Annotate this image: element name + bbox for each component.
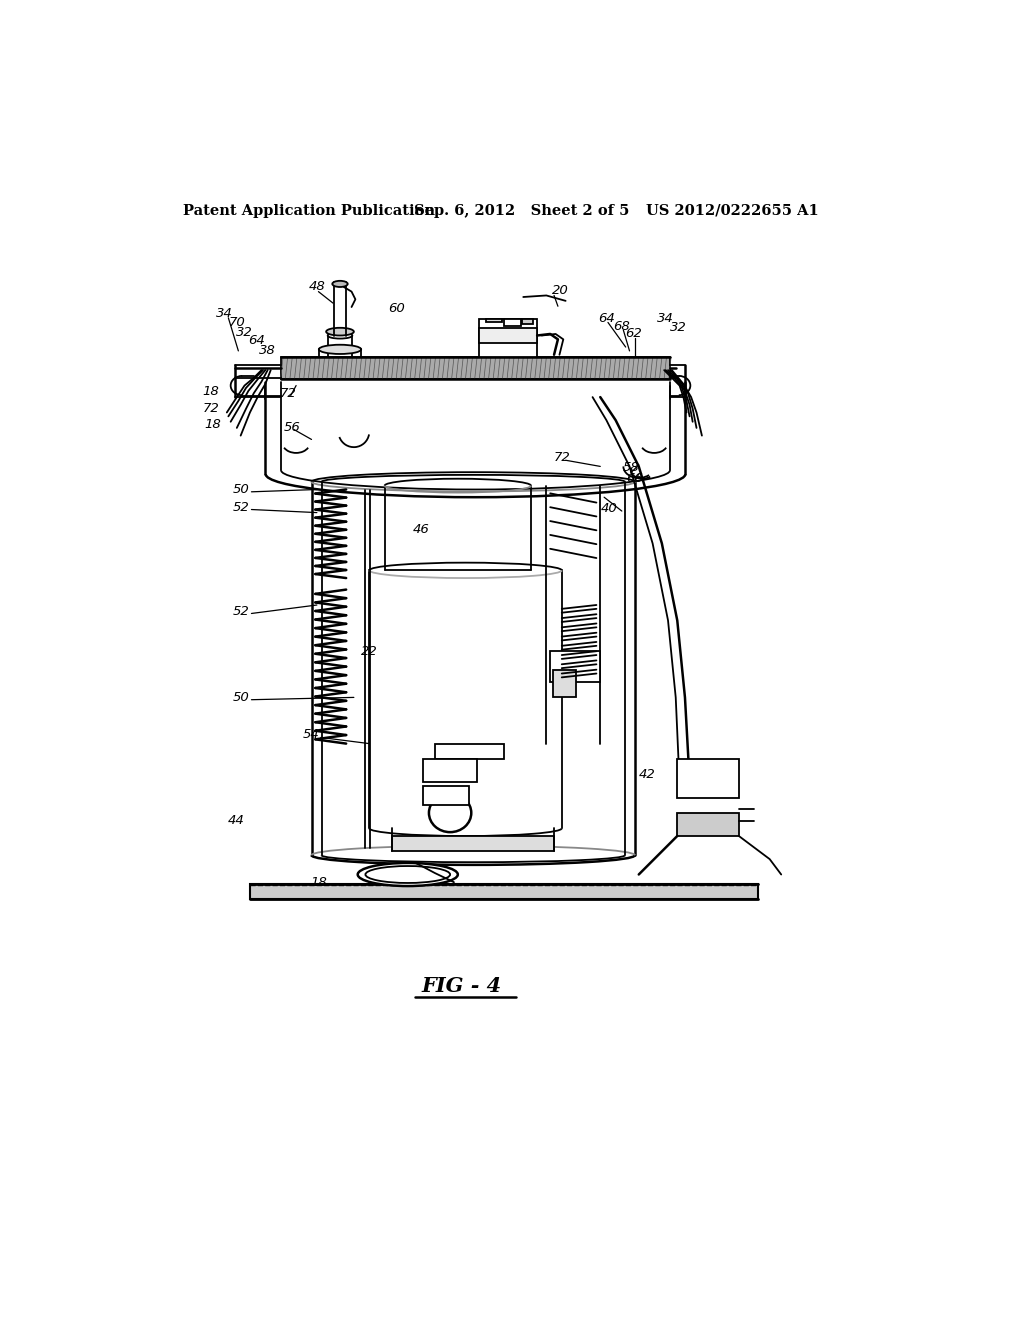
Bar xyxy=(553,671,575,697)
Text: 46: 46 xyxy=(414,523,430,536)
Bar xyxy=(486,318,502,322)
Text: 38: 38 xyxy=(259,345,276,358)
Ellipse shape xyxy=(366,866,451,883)
Bar xyxy=(423,785,469,805)
Bar xyxy=(435,743,504,759)
Text: 34: 34 xyxy=(657,312,674,325)
Text: 72: 72 xyxy=(203,403,219,416)
Text: 50: 50 xyxy=(233,483,250,496)
Text: 48: 48 xyxy=(308,280,326,293)
Bar xyxy=(521,318,534,323)
Bar xyxy=(423,759,477,781)
Bar xyxy=(677,813,739,836)
Text: 64: 64 xyxy=(248,334,264,347)
Bar xyxy=(504,318,521,326)
Text: 22: 22 xyxy=(360,644,378,657)
Text: 56: 56 xyxy=(284,421,301,434)
Bar xyxy=(478,318,538,358)
Text: 60: 60 xyxy=(388,302,404,315)
Text: US 2012/0222655 A1: US 2012/0222655 A1 xyxy=(646,203,819,218)
Text: 64: 64 xyxy=(598,312,614,325)
Text: 66: 66 xyxy=(627,473,643,486)
Text: 52: 52 xyxy=(233,605,250,618)
Ellipse shape xyxy=(333,281,348,286)
Text: 18: 18 xyxy=(311,875,328,888)
Text: 40: 40 xyxy=(601,502,617,515)
Bar xyxy=(677,759,739,797)
Ellipse shape xyxy=(328,333,352,339)
Text: 20: 20 xyxy=(552,284,568,297)
Text: 42: 42 xyxy=(639,768,655,781)
Text: 54: 54 xyxy=(302,727,319,741)
Bar xyxy=(250,884,758,899)
Bar xyxy=(478,327,538,343)
Text: 68: 68 xyxy=(613,319,630,333)
Text: 52: 52 xyxy=(233,500,250,513)
Text: 18: 18 xyxy=(205,417,221,430)
Bar xyxy=(392,836,554,851)
Text: Patent Application Publication: Patent Application Publication xyxy=(183,203,435,218)
Text: 72: 72 xyxy=(280,387,297,400)
Text: Sep. 6, 2012   Sheet 2 of 5: Sep. 6, 2012 Sheet 2 of 5 xyxy=(414,203,630,218)
Text: 44: 44 xyxy=(227,814,245,828)
Ellipse shape xyxy=(429,793,471,832)
Text: FIG - 4: FIG - 4 xyxy=(422,977,502,997)
Text: 72: 72 xyxy=(553,450,570,463)
Text: 32: 32 xyxy=(237,326,253,339)
Text: 50: 50 xyxy=(233,690,250,704)
Text: 70: 70 xyxy=(228,315,245,329)
Text: 58: 58 xyxy=(623,462,639,474)
Text: 18: 18 xyxy=(203,385,219,399)
Text: 62: 62 xyxy=(625,327,642,341)
Text: 32: 32 xyxy=(671,321,687,334)
Ellipse shape xyxy=(357,863,458,886)
Bar xyxy=(550,651,600,682)
Bar xyxy=(281,358,670,379)
Text: 34: 34 xyxy=(216,308,232,321)
Ellipse shape xyxy=(326,327,354,335)
Ellipse shape xyxy=(318,345,361,354)
